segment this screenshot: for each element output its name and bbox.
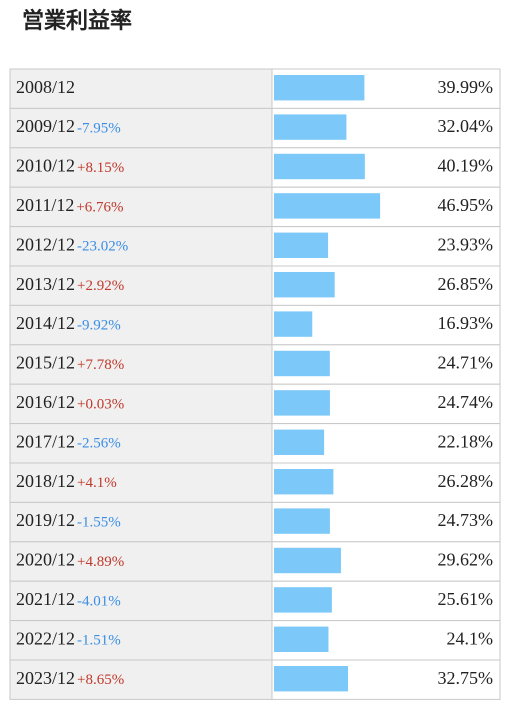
year-label: 2023/12 — [16, 668, 75, 688]
bar — [274, 350, 330, 377]
label-cell — [9, 541, 273, 582]
change-label: +8.15% — [77, 160, 124, 176]
year-label: 2013/12 — [16, 274, 75, 294]
value-label: 26.85% — [438, 274, 494, 294]
label-cell — [9, 501, 273, 543]
label-cell — [9, 68, 273, 109]
year-label: 2021/12 — [16, 589, 75, 609]
value-label: 25.61% — [438, 589, 494, 609]
change-label: -9.92% — [77, 318, 121, 334]
value-label: 22.18% — [438, 431, 494, 451]
change-label: +4.89% — [77, 554, 124, 570]
value-label: 16.93% — [438, 313, 494, 333]
year-label: 2011/12 — [16, 195, 74, 215]
year-label: 2015/12 — [16, 353, 75, 373]
label-cell — [9, 659, 273, 700]
year-label: 2016/12 — [16, 392, 75, 412]
value-label: 24.71% — [438, 353, 494, 373]
change-label: +7.78% — [77, 357, 124, 373]
bar — [274, 272, 335, 298]
year-label: 2009/12 — [16, 116, 75, 136]
change-label: -1.55% — [77, 515, 121, 531]
value-label: 23.93% — [438, 234, 494, 254]
label-cell — [9, 423, 273, 464]
change-label: +6.76% — [76, 199, 123, 215]
change-label: +2.92% — [77, 278, 124, 294]
value-label: 24.74% — [438, 392, 494, 412]
bar — [274, 469, 334, 495]
bar — [274, 75, 365, 101]
bar — [274, 587, 332, 613]
value-label: 46.95% — [438, 195, 494, 215]
bar — [274, 232, 329, 258]
change-label: -7.95% — [77, 121, 121, 137]
change-label: -23.02% — [77, 239, 128, 255]
year-label: 2012/12 — [16, 234, 75, 254]
year-label: 2017/12 — [16, 431, 75, 451]
year-label: 2018/12 — [16, 471, 75, 491]
year-label: 2008/12 — [16, 77, 75, 97]
label-cell — [9, 580, 273, 622]
change-label: +0.03% — [77, 396, 124, 412]
label-cell — [9, 107, 273, 149]
year-label: 2010/12 — [16, 156, 75, 176]
value-label: 32.04% — [438, 116, 494, 136]
chart-title: 営業利益率 — [22, 8, 132, 34]
year-label: 2019/12 — [16, 510, 75, 530]
bar — [274, 114, 347, 140]
change-label: -2.56% — [77, 436, 121, 452]
bar — [274, 508, 330, 534]
bar — [274, 193, 381, 219]
value-label: 26.28% — [438, 471, 494, 491]
change-label: -4.01% — [77, 593, 121, 609]
year-label: 2022/12 — [16, 628, 75, 648]
bar — [274, 626, 329, 652]
bar — [274, 666, 349, 692]
year-label: 2014/12 — [16, 313, 75, 333]
bar — [274, 547, 341, 574]
bar — [274, 429, 325, 455]
bar — [274, 153, 365, 180]
year-label: 2020/12 — [16, 550, 75, 570]
bar — [274, 390, 330, 416]
value-label: 24.73% — [438, 510, 494, 530]
change-label: -1.51% — [77, 633, 121, 649]
value-label: 40.19% — [438, 156, 494, 176]
value-label: 24.1% — [447, 628, 494, 648]
value-label: 39.99% — [438, 77, 494, 97]
bar — [274, 311, 313, 337]
label-cell — [9, 620, 273, 661]
label-cell — [9, 462, 273, 503]
label-cell — [9, 383, 273, 425]
change-label: +4.1% — [77, 475, 117, 491]
value-label: 32.75% — [438, 668, 494, 688]
change-label: +8.65% — [77, 672, 124, 688]
value-label: 29.62% — [438, 550, 494, 570]
